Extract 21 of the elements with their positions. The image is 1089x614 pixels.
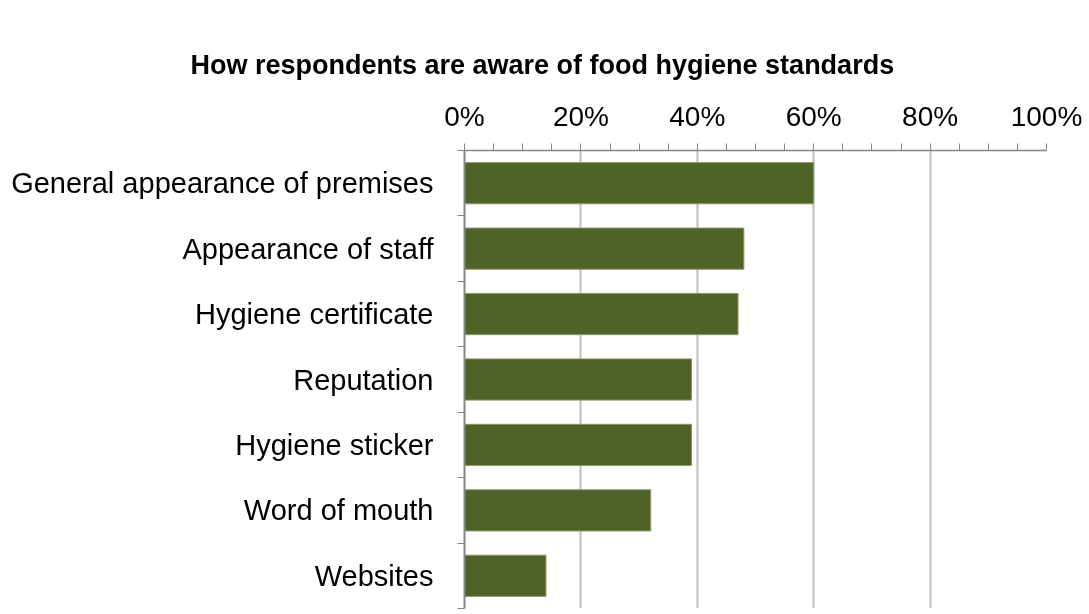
- bar: [464, 423, 692, 467]
- y-tick-label: Appearance of staff: [182, 232, 435, 265]
- y-tick-label: Hygiene sticker: [235, 428, 434, 461]
- y-tick-label: Hygiene certificate: [194, 298, 434, 331]
- bar: [464, 162, 815, 205]
- chart-title: How respondents are aware of food hygiene standards: [190, 49, 895, 80]
- x-tick-label: 0%: [444, 100, 485, 132]
- y-tick-label: Word of mouth: [243, 494, 434, 527]
- x-tick-label: 100%: [1010, 100, 1083, 132]
- bar: [464, 554, 547, 597]
- bar: [464, 358, 692, 401]
- bar: [464, 489, 652, 532]
- bar: [464, 292, 739, 336]
- x-tick-label: 20%: [552, 100, 609, 132]
- y-tick-label: Reputation: [293, 363, 434, 396]
- x-tick-label: 80%: [902, 100, 959, 132]
- y-tick-label: General appearance of premises: [11, 167, 434, 200]
- x-tick-label: 40%: [669, 100, 726, 132]
- x-tick-label: 60%: [785, 100, 842, 132]
- bar: [464, 227, 745, 270]
- y-tick-label: Websites: [314, 559, 434, 592]
